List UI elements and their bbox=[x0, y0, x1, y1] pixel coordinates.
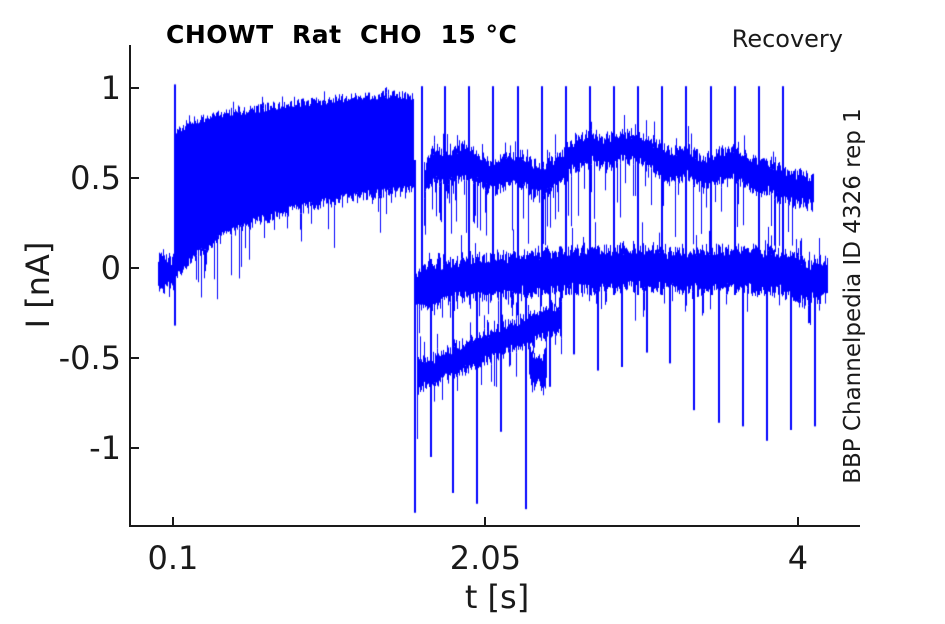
trace-plot-canvas bbox=[131, 45, 858, 525]
y-tick-label: -0.5 bbox=[58, 338, 121, 377]
x-tick-mark bbox=[484, 517, 487, 525]
y-tick-label: 0 bbox=[100, 248, 121, 287]
x-tick-label: 2.05 bbox=[449, 539, 522, 577]
y-tick-label: 1 bbox=[100, 69, 121, 107]
x-tick-label: 0.1 bbox=[147, 539, 199, 577]
y-tick-label: -1 bbox=[89, 428, 121, 467]
y-tick-label: 0.5 bbox=[70, 159, 121, 197]
y-tick-mark bbox=[131, 266, 139, 269]
y-tick-mark bbox=[131, 87, 139, 89]
y-tick-mark bbox=[131, 356, 139, 359]
x-tick-mark bbox=[796, 517, 799, 525]
y-tick-mark bbox=[131, 446, 139, 449]
y-tick-mark bbox=[131, 177, 139, 179]
x-axis-label: t [s] bbox=[464, 578, 530, 616]
plot-title: CHOWT Rat CHO 15 °C bbox=[166, 20, 518, 49]
x-tick-mark bbox=[171, 517, 174, 525]
x-tick-label: 4 bbox=[787, 539, 809, 577]
